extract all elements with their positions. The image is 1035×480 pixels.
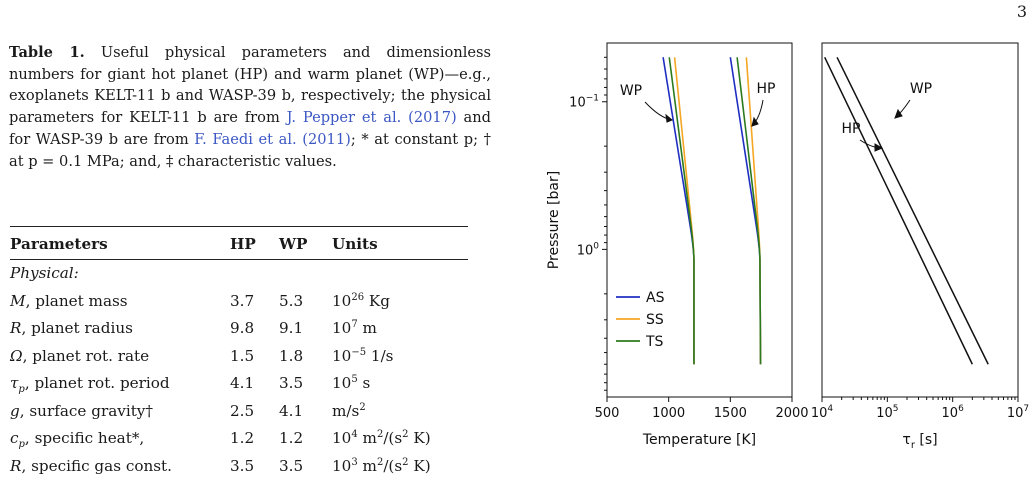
x-tick-label: 2000	[775, 406, 808, 421]
y-tick-label: 10−1	[569, 94, 599, 111]
legend-label-ts: TS	[645, 334, 664, 350]
x-axis-label-temperature: Temperature [K]	[642, 432, 756, 448]
annotation-hp: HP	[757, 81, 776, 97]
x-tick-label: 104	[811, 404, 834, 421]
x-tick-label: 105	[876, 404, 898, 421]
annotation-tau-hp: HP	[842, 121, 861, 137]
y-tick-label: 100	[577, 241, 600, 258]
x-tick-label: 107	[1007, 404, 1029, 421]
series-line-tau-wp	[837, 57, 988, 364]
x-tick-label: 500	[595, 406, 620, 421]
annotation-tau-wp: WP	[910, 81, 932, 97]
annotation-wp-arrowhead	[666, 115, 672, 122]
y-axis-label-pressure: Pressure [bar]	[546, 171, 562, 269]
annotation-wp: WP	[620, 83, 642, 99]
series-line-wp-ss	[675, 57, 694, 364]
x-tick-label: 106	[942, 404, 965, 421]
x-axis-label-tau: τr [s]	[902, 432, 937, 451]
annotation-tau-wp-arrowhead	[895, 110, 902, 118]
x-tick-label: 1500	[714, 406, 747, 421]
legend-label-as: AS	[646, 290, 665, 306]
legend-label-ss: SS	[646, 312, 664, 328]
series-line-tau-hp	[825, 57, 973, 364]
x-tick-label: 1000	[652, 406, 685, 421]
